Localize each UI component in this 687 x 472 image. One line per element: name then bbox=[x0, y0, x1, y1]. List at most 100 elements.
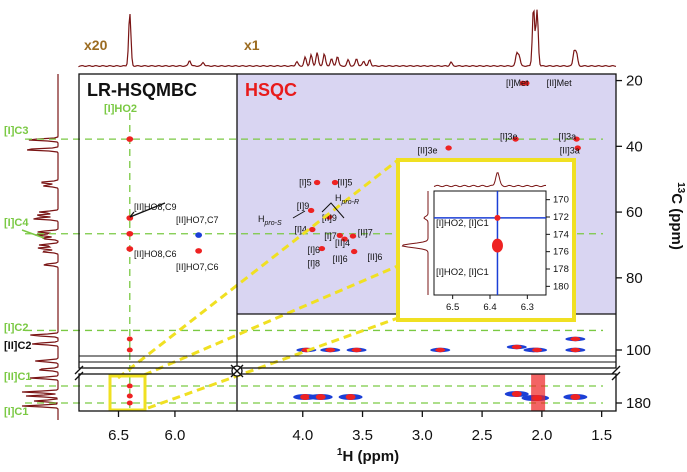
y-tick-label-80: 80 bbox=[626, 270, 643, 287]
hsqc-label-[I]Met: [I]Met bbox=[506, 78, 529, 88]
hsqc-label-[II]6: [II]6 bbox=[333, 254, 348, 264]
inset-left-projection bbox=[401, 191, 429, 295]
lower-red-peak-3 bbox=[351, 347, 362, 353]
hsqc-peak-[I]4 bbox=[309, 226, 316, 233]
c3-label: [I]C3 bbox=[4, 125, 28, 137]
hsqc-label-[I]8: [I]8 bbox=[308, 258, 321, 268]
i-c1-label: [I]C1 bbox=[4, 406, 28, 418]
hsqc-peak-[I]7 bbox=[336, 232, 344, 239]
inset-y-label-178: 178 bbox=[553, 264, 569, 275]
inset-y-label-172: 172 bbox=[553, 212, 569, 223]
lower-red-peak-6 bbox=[532, 347, 543, 353]
cross-peaks bbox=[126, 80, 581, 255]
x-tick-label-6.0: 6.0 bbox=[164, 427, 185, 444]
hsqmbc-peak-[II]HO7,C7 bbox=[195, 232, 203, 238]
hsqc-label-[II]9: [II]9 bbox=[322, 213, 337, 223]
y-axis-title: 13C (ppm) bbox=[668, 182, 686, 250]
hsqc-peak-[I]6 bbox=[318, 245, 326, 252]
hsqc-label-[I]4: [I]4 bbox=[294, 225, 307, 235]
inset-projections bbox=[401, 172, 547, 295]
projection-scale-right: x1 bbox=[244, 37, 260, 53]
h-pro-s-label: Hpro-S bbox=[258, 214, 282, 227]
hsqmbc-peak-[I]HO2,C3 bbox=[126, 136, 134, 142]
upper-frame bbox=[78, 73, 617, 369]
hsqc-label-[I]9: [I]9 bbox=[297, 201, 310, 211]
lower-red-peak-0 bbox=[435, 347, 446, 353]
hsqc-label-[I]3e: [I]3e bbox=[500, 131, 518, 141]
hsqmbc-lower-peak-2 bbox=[126, 383, 133, 389]
ii-c2-label: [II]C2 bbox=[4, 340, 32, 352]
ii-c1-label: [II]C1 bbox=[4, 371, 32, 383]
hsqc-label-[II]Met: [II]Met bbox=[547, 78, 573, 88]
solvent-band bbox=[531, 374, 546, 411]
c4-pointer bbox=[21, 229, 45, 239]
top-1d-spectrum bbox=[78, 9, 617, 68]
zoom-connector-top bbox=[117, 158, 399, 380]
lower-red-peak-7 bbox=[570, 347, 581, 353]
inset-y-label-180: 180 bbox=[553, 281, 569, 292]
h-pro-r-label: Hpro-R bbox=[335, 193, 359, 206]
inset-zoom: 6.5 6.4 6.3 170 172 174 176 178 180 [I]HO2, [I]C… bbox=[396, 158, 576, 322]
hsqc-label-[I]7: [I]7 bbox=[324, 231, 337, 241]
hsqmbc-label-ho7c7: [II]HO7,C7 bbox=[176, 215, 219, 225]
y-tick-label-20: 20 bbox=[626, 73, 643, 90]
inset-top-projection bbox=[433, 172, 547, 188]
hsqc-peak-[II]3a bbox=[574, 145, 581, 151]
inset-y-label-176: 176 bbox=[553, 247, 569, 258]
inset-frame bbox=[396, 158, 576, 322]
inset-label-top: [I]HO2, [I]C1 bbox=[436, 218, 489, 229]
hsqc-peak-[II]7 bbox=[349, 233, 357, 239]
y-tick-label-60: 60 bbox=[626, 204, 643, 221]
ho8c9-pointer-2 bbox=[129, 202, 166, 218]
bottom-red-peak-0 bbox=[300, 394, 311, 400]
top-spectrum-trace bbox=[78, 9, 617, 68]
x-tick-label-1.5: 1.5 bbox=[591, 427, 612, 444]
inset-peak-bottom bbox=[491, 238, 503, 253]
hsqc-label-[II]3e: [II]3e bbox=[418, 146, 438, 156]
hsqc-peak-[II]5 bbox=[331, 179, 339, 186]
projection-scale-left: x20 bbox=[84, 37, 108, 53]
hsqmbc-lower-peak-0 bbox=[126, 336, 133, 342]
lower-frame bbox=[78, 373, 617, 412]
inset-y-label-174: 174 bbox=[553, 229, 569, 240]
inset-x-label-6.5: 6.5 bbox=[446, 302, 459, 313]
hsqc-label-[II]6: [II]6 bbox=[367, 252, 382, 262]
hsqc-peak-[II]3e bbox=[445, 145, 452, 151]
hsqc-peak-[II]6 bbox=[350, 248, 358, 255]
hsqc-peak-[I]3e bbox=[512, 136, 519, 142]
h-pro-r-bracket bbox=[321, 202, 345, 219]
hsqc-peak-[I]3a bbox=[573, 136, 580, 142]
hsqmbc-peak-[II]HO7,C6 bbox=[195, 248, 203, 254]
hsqc-label-[I]3a: [I]3a bbox=[559, 131, 577, 141]
axes: 6.5 6.0 4.0 3.5 3.0 2.5 2.0 1.5 20 40 60 80 100 180 bbox=[108, 73, 651, 444]
hsqmbc-label-ho7c6: [II]HO7,C6 bbox=[176, 262, 219, 272]
hsqc-peak-[II]4 bbox=[341, 236, 348, 242]
hsqc-label-[II]4: [II]4 bbox=[335, 238, 350, 248]
inset-x-label-6.4: 6.4 bbox=[483, 302, 496, 313]
hsqc-peak-[I]9 bbox=[307, 207, 315, 214]
hsqmbc-lower-peak-3 bbox=[126, 393, 133, 399]
hsqc-peak-[II]Met bbox=[523, 80, 530, 86]
y-tick-label-40: 40 bbox=[626, 138, 643, 155]
zoom-connector-lower bbox=[147, 316, 399, 410]
x-tick-label-2.5: 2.5 bbox=[472, 427, 493, 444]
c4-label: [I]C4 bbox=[4, 217, 29, 229]
hsqmbc-label-ho8c6: [II]HO8,C6 bbox=[134, 249, 177, 259]
hsqc-title: HSQC bbox=[245, 80, 297, 100]
bottom-red-peak-6 bbox=[570, 394, 581, 400]
inset-marks: 6.5 6.4 6.3 170 172 174 176 178 180 bbox=[434, 191, 569, 313]
zoom-connector-upper bbox=[143, 263, 401, 377]
hsqmbc-peak-[I]HO2,C4 bbox=[126, 230, 134, 237]
bottom-red-peak-1 bbox=[315, 394, 326, 400]
lower-red-peak-2 bbox=[325, 347, 336, 353]
left-1d-projection bbox=[21, 74, 59, 420]
x-tick-label-2.0: 2.0 bbox=[531, 427, 552, 444]
hsqmbc-lower-peak-4 bbox=[126, 400, 133, 406]
x-axis-title: 1H (ppm) bbox=[337, 447, 399, 465]
hsqc-label-[II]5: [II]5 bbox=[337, 177, 352, 187]
hsqc-label-[II]3a: [II]3a bbox=[560, 146, 580, 156]
h-pro-s-pointer bbox=[292, 210, 306, 219]
hsqc-peak-[I]5 bbox=[313, 179, 321, 186]
lr-hsqmbc-title: LR-HSQMBC bbox=[87, 80, 197, 100]
